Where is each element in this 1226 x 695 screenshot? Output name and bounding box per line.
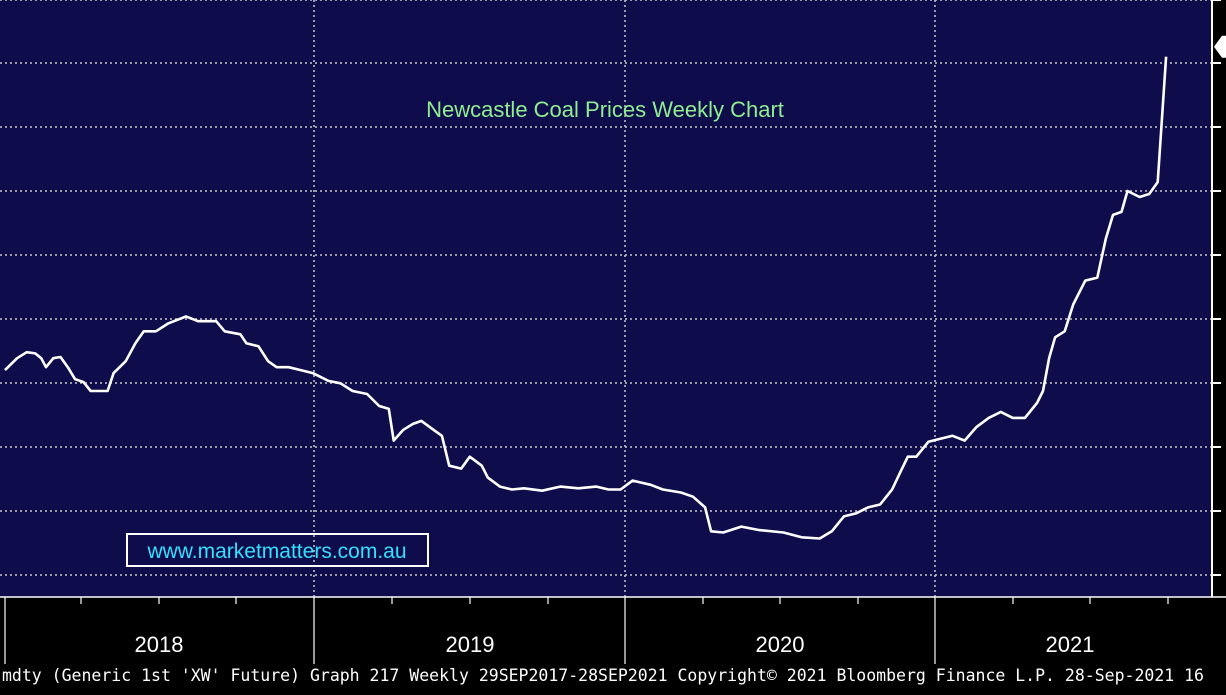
x-tick-label-2020: 2020 bbox=[756, 632, 805, 657]
last-price-marker bbox=[1214, 35, 1226, 58]
x-tick-label-2021: 2021 bbox=[1046, 632, 1095, 657]
series-line-coal-price bbox=[4, 56, 1168, 540]
plot-background bbox=[0, 0, 1212, 597]
watermark-box: www.marketmatters.com.au bbox=[126, 533, 429, 567]
chart-title: Newcastle Coal Prices Weekly Chart bbox=[426, 97, 784, 122]
footer-source: mdty (Generic 1st 'XW' Future) Graph 217… bbox=[0, 664, 1226, 690]
watermark-text: www.marketmatters.com.au bbox=[146, 540, 406, 563]
x-axis-band bbox=[0, 597, 1226, 664]
gridlines bbox=[0, 0, 1212, 597]
axis-ticks bbox=[0, 0, 1226, 664]
x-tick-label-2018: 2018 bbox=[135, 632, 184, 657]
x-tick-label-2019: 2019 bbox=[446, 632, 495, 657]
x-tick-labels: 2018 2019 2020 2021 bbox=[135, 632, 1095, 657]
